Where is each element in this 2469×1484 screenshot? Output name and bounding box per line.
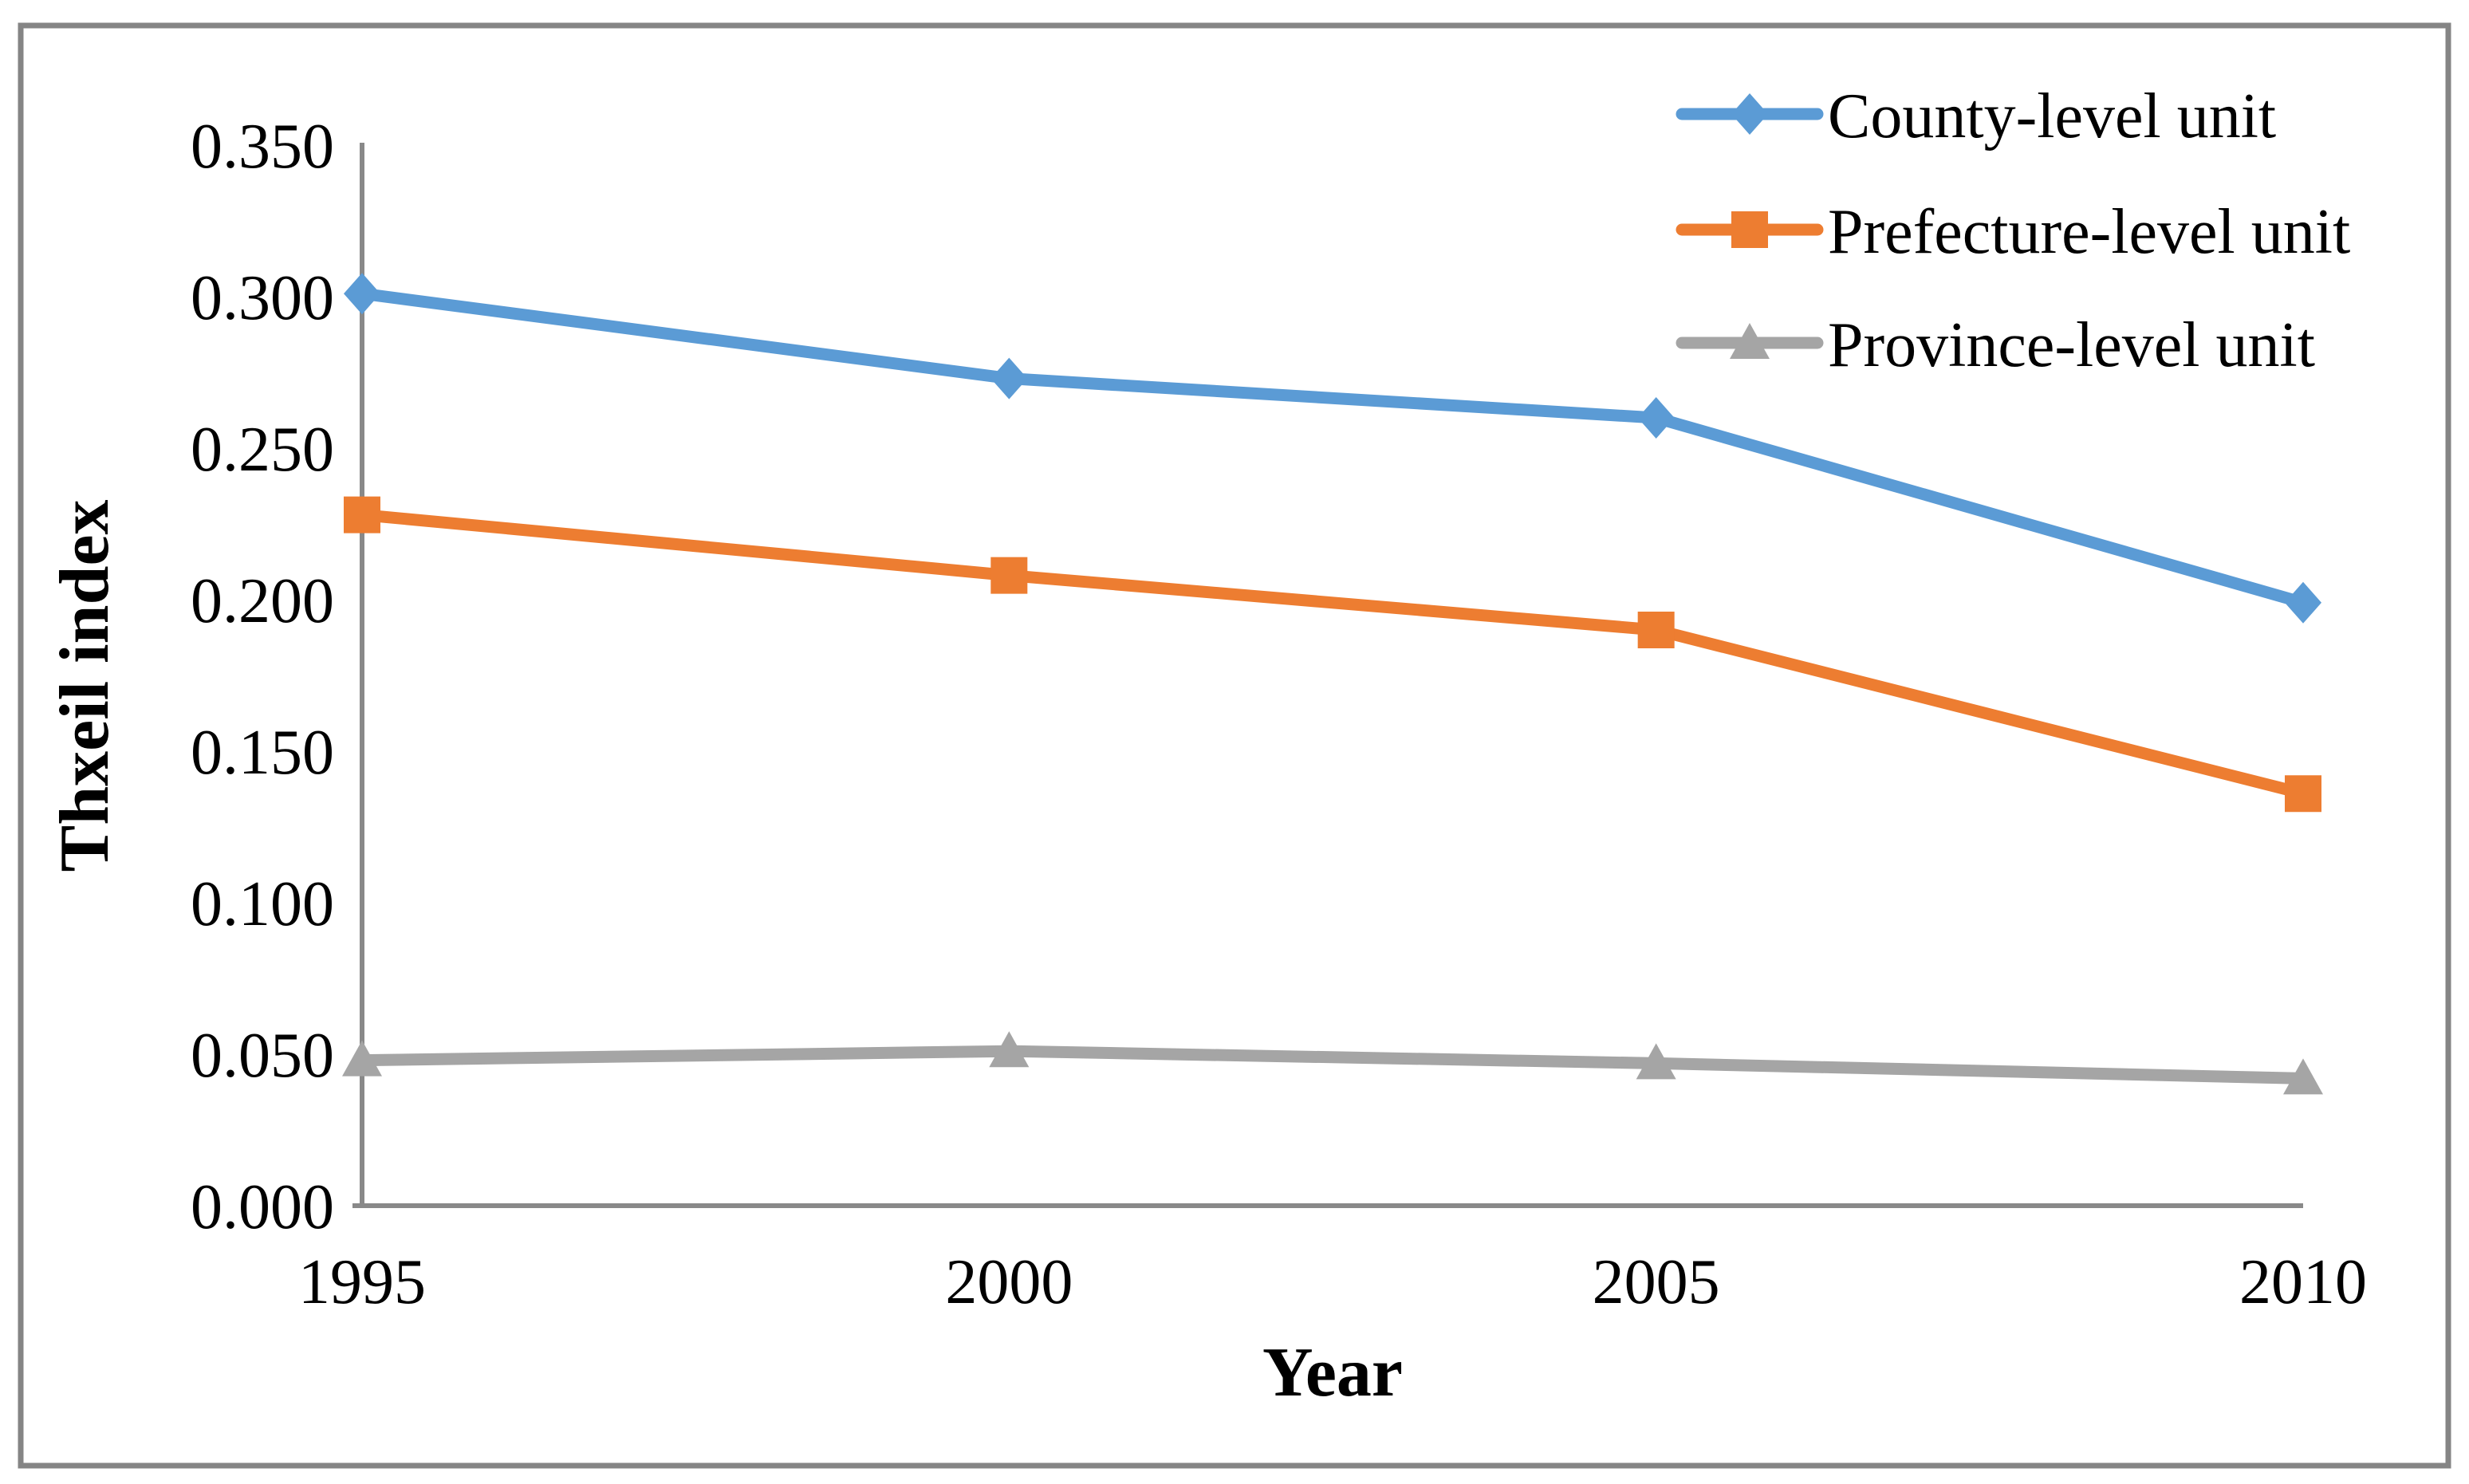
legend-marker-diamond (1731, 93, 1768, 135)
axes (352, 143, 2303, 1208)
legend-item-diamond: County-level unit (1676, 81, 2276, 152)
y-tick-label: 0.300 (191, 263, 334, 333)
data-point-marker (989, 1031, 1030, 1068)
data-point-marker (2283, 1058, 2323, 1095)
data-point-marker (1637, 397, 1675, 439)
x-axis-title: Year (1262, 1334, 1403, 1411)
data-point-marker (342, 1040, 382, 1077)
x-tick-label: 1995 (298, 1247, 426, 1317)
data-point-marker (344, 273, 380, 315)
x-tick-label: 2000 (945, 1247, 1073, 1317)
y-axis-title: Thxeil index (46, 500, 124, 872)
y-tick-label: 0.200 (191, 566, 334, 636)
legend-item-square: Prefecture-level unit (1676, 197, 2350, 267)
legend-label: Prefecture-level unit (1828, 197, 2350, 267)
legend: County-level unit Prefecture-level unit Pr… (1676, 81, 2350, 380)
legend-marker-triangle (1730, 323, 1770, 359)
y-tick-label: 0.050 (191, 1021, 334, 1091)
y-tick-label: 0.250 (191, 415, 334, 485)
series-group (342, 273, 2323, 1095)
figure-frame (18, 22, 2451, 1469)
series-line-triangle (361, 1045, 2304, 1084)
x-tick-label: 2005 (1593, 1247, 1720, 1317)
tick-labels: 0.350 0.300 0.250 0.200 0.150 0.100 0.050 0.000… (191, 112, 2367, 1317)
data-point-marker (2285, 581, 2321, 624)
data-point-marker (344, 496, 380, 533)
series-line-square (361, 509, 2305, 800)
legend-item-triangle: Province-level unit (1676, 310, 2315, 380)
data-point-marker (990, 557, 1028, 594)
series-line-diamond (361, 287, 2306, 609)
y-tick-label: 0.150 (191, 718, 334, 788)
x-tick-label: 2010 (2239, 1247, 2367, 1317)
data-point-marker (990, 357, 1028, 400)
data-point-marker (2285, 775, 2321, 813)
legend-marker-square (1731, 211, 1768, 248)
y-tick-label: 0.350 (191, 112, 334, 182)
data-point-marker (1637, 612, 1675, 648)
legend-label: Province-level unit (1828, 310, 2315, 380)
y-tick-label: 0.100 (191, 869, 334, 939)
figure-border (18, 22, 2451, 1469)
y-tick-label: 0.000 (191, 1172, 334, 1242)
data-point-marker (1636, 1043, 1676, 1080)
legend-label: County-level unit (1828, 81, 2276, 152)
